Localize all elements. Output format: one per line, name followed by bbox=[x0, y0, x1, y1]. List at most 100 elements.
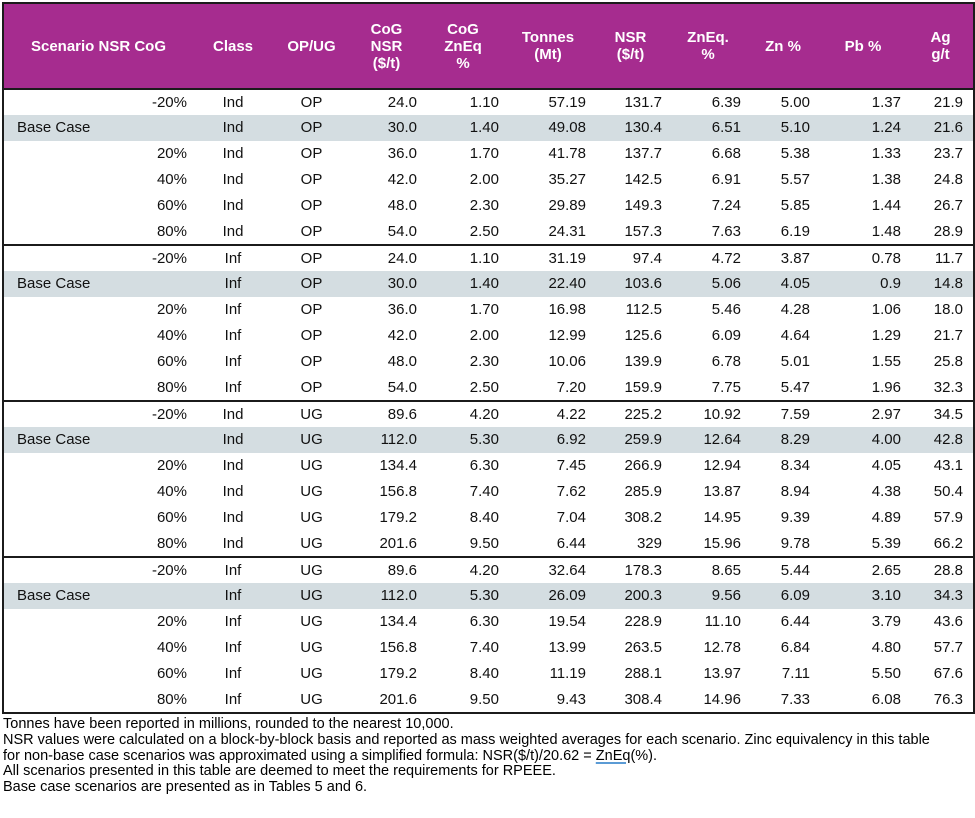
cell-tonnes: 49.08 bbox=[503, 115, 593, 141]
cell-ag: 21.7 bbox=[933, 327, 963, 344]
cell-zn: 6.84 bbox=[780, 639, 810, 656]
cell-zn: 9.78 bbox=[780, 534, 810, 552]
cell-pb: 4.00 bbox=[818, 427, 908, 453]
cell-tonnes: 11.19 bbox=[549, 665, 586, 682]
cell-class: Ind bbox=[193, 427, 273, 453]
cell-cog-zneq: 2.50 bbox=[469, 222, 499, 240]
cell-cog-zneq: 8.40 bbox=[469, 509, 499, 526]
cell-tonnes: 35.27 bbox=[548, 171, 586, 188]
cell-scenario: -20% bbox=[3, 244, 193, 271]
cell-zneq: 10.92 bbox=[668, 400, 748, 427]
table-row: -20% Ind OP 24.0 1.10 57.19 131.7 6.39 5.00 1.37 2… bbox=[3, 89, 974, 115]
cell-zneq: 6.78 bbox=[711, 353, 741, 370]
table-row: 20% Ind OP 36.0 1.70 41.78 137.7 6.68 5.38 1.33 23… bbox=[3, 141, 974, 167]
cell-pb: 2.65 bbox=[818, 556, 908, 583]
cell-nsr: 130.4 bbox=[593, 115, 668, 141]
cell-opug: OP bbox=[300, 145, 323, 162]
cell-nsr: 200.3 bbox=[593, 583, 668, 609]
cell-cog-nsr: 156.8 bbox=[379, 483, 417, 500]
table-header: Scenario NSR CoG Class OP/UG CoG NSR ($/t) CoG… bbox=[3, 3, 974, 90]
cell-scenario: -20% bbox=[3, 556, 193, 583]
cell-tonnes: 6.44 bbox=[556, 534, 586, 552]
cell-opug: UG bbox=[273, 583, 350, 609]
cell-zneq: 8.65 bbox=[668, 556, 748, 583]
cell-opug: UG bbox=[300, 690, 323, 708]
page: Scenario NSR CoG Class OP/UG CoG NSR ($/t) CoG… bbox=[2, 2, 975, 795]
cell-zneq: 12.78 bbox=[703, 639, 741, 656]
zneq-link[interactable]: ZnEq bbox=[595, 747, 631, 764]
cell-nsr: 159.9 bbox=[624, 378, 662, 396]
cell-class: Ind bbox=[222, 171, 244, 188]
footnote-nsr-line2: for non-base case scenarios was approxim… bbox=[3, 747, 973, 765]
cell-opug: OP bbox=[300, 222, 323, 240]
cell-nsr: 228.9 bbox=[624, 613, 662, 630]
footnote-tonnes: Tonnes have been reported in millions, r… bbox=[3, 716, 454, 732]
table-row: -20% Inf OP 24.0 1.10 31.19 97.4 4.72 3.87 0.78 11… bbox=[3, 244, 974, 271]
table-row: 80% Inf UG 201.6 9.50 9.43 308.4 14.96 7.33 6.08 7… bbox=[3, 687, 974, 713]
cell-zneq: 9.56 bbox=[668, 583, 748, 609]
column-header-ag: Ag g/t bbox=[908, 3, 974, 90]
cell-cog-nsr: 48.0 bbox=[387, 353, 417, 370]
cell-ag: 11.7 bbox=[908, 244, 974, 271]
cell-ag: 28.8 bbox=[908, 556, 974, 583]
cell-pb: 1.06 bbox=[871, 301, 901, 318]
cell-tonnes: 7.45 bbox=[556, 457, 586, 474]
cell-opug: UG bbox=[300, 457, 323, 474]
cell-scenario: 60% bbox=[156, 509, 187, 526]
table-row: Base Case Inf UG 112.0 5.30 26.09 200.3 9.56 6.0… bbox=[3, 583, 974, 609]
cell-ag: 26.7 bbox=[933, 197, 963, 214]
cell-zn: 6.09 bbox=[748, 583, 818, 609]
cell-zneq: 15.96 bbox=[703, 534, 741, 552]
column-header-cog-nsr: CoG NSR ($/t) bbox=[350, 3, 423, 90]
cell-ag: 57.9 bbox=[933, 509, 963, 526]
cell-pb: 5.39 bbox=[871, 534, 901, 552]
column-header-zn: Zn % bbox=[748, 3, 818, 90]
cell-tonnes: 12.99 bbox=[548, 327, 586, 344]
cell-zn: 6.19 bbox=[780, 222, 810, 240]
cell-tonnes: 22.40 bbox=[503, 271, 593, 297]
cell-pb: 6.08 bbox=[871, 690, 901, 708]
cell-cog-nsr: 156.8 bbox=[379, 639, 417, 656]
cell-nsr: 266.9 bbox=[624, 457, 662, 474]
cell-nsr: 308.2 bbox=[624, 509, 662, 526]
cell-zneq: 13.87 bbox=[703, 483, 741, 500]
cell-ag: 24.8 bbox=[933, 171, 963, 188]
cell-ag: 23.7 bbox=[933, 145, 963, 162]
column-header-pb: Pb % bbox=[818, 3, 908, 90]
cell-opug: OP bbox=[300, 197, 323, 214]
cell-zneq: 6.68 bbox=[711, 145, 741, 162]
cell-ag: 67.6 bbox=[933, 665, 963, 682]
cell-zn: 5.85 bbox=[780, 197, 810, 214]
cell-zneq: 12.64 bbox=[668, 427, 748, 453]
cell-tonnes: 10.06 bbox=[548, 353, 586, 370]
cell-zn: 8.94 bbox=[780, 483, 810, 500]
cell-scenario: 60% bbox=[156, 197, 187, 214]
cell-nsr: 157.3 bbox=[624, 222, 662, 240]
cell-class: Inf bbox=[224, 353, 242, 370]
cell-cog-nsr: 42.0 bbox=[387, 171, 417, 188]
cell-tonnes: 6.92 bbox=[503, 427, 593, 453]
cell-zn: 5.57 bbox=[780, 171, 810, 188]
cell-class: Ind bbox=[193, 400, 273, 427]
cell-cog-zneq: 6.30 bbox=[469, 457, 499, 474]
cell-pb: 2.97 bbox=[818, 400, 908, 427]
cell-class: Ind bbox=[222, 534, 244, 552]
cell-scenario: 20% bbox=[156, 301, 187, 318]
column-header-class: Class bbox=[193, 3, 273, 90]
cell-ag: 25.8 bbox=[933, 353, 963, 370]
cell-scenario: 60% bbox=[156, 665, 187, 682]
table-row: 60% Ind OP 48.0 2.30 29.89 149.3 7.24 5.85 1.44 26… bbox=[3, 193, 974, 219]
cell-nsr: 329 bbox=[636, 534, 662, 552]
cell-nsr: 263.5 bbox=[624, 639, 662, 656]
cell-zn: 5.10 bbox=[748, 115, 818, 141]
cell-zn: 6.44 bbox=[780, 613, 810, 630]
cell-pb: 5.50 bbox=[871, 665, 901, 682]
cell-class: Ind bbox=[222, 197, 244, 214]
table-row: 60% Inf OP 48.0 2.30 10.06 139.9 6.78 5.01 1.55 25… bbox=[3, 349, 974, 375]
cell-cog-nsr: 36.0 bbox=[387, 145, 417, 162]
cell-class: Inf bbox=[193, 583, 273, 609]
cell-scenario: 40% bbox=[156, 483, 187, 500]
cell-cog-nsr: 30.0 bbox=[350, 115, 423, 141]
column-header-cog-zneq: CoG ZnEq% bbox=[423, 3, 503, 90]
cell-nsr: 131.7 bbox=[624, 93, 662, 111]
